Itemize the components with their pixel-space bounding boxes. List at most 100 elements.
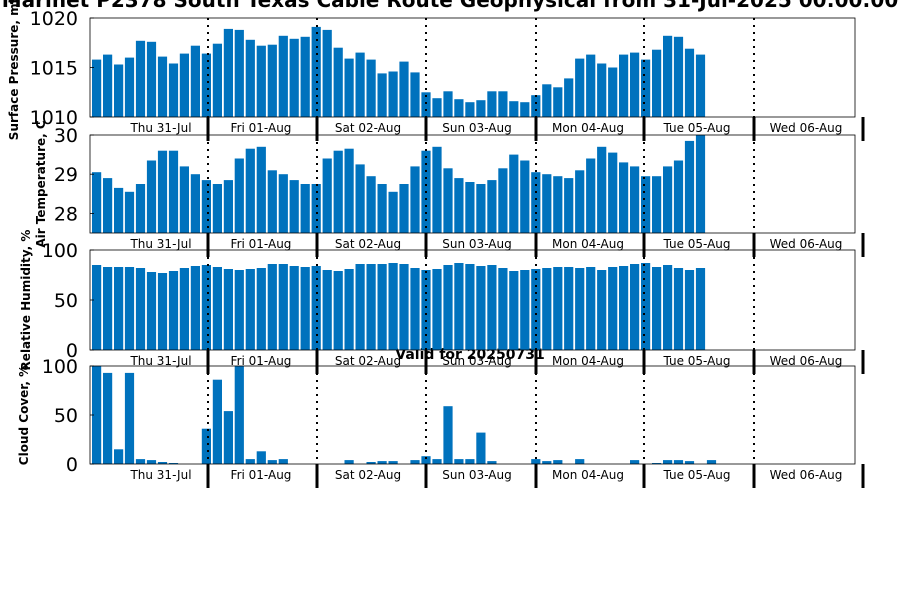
y-axis-label: Cloud Cover, % <box>17 365 31 465</box>
y-tick-label: 50 <box>54 290 78 312</box>
bar <box>212 379 222 464</box>
bar <box>695 54 706 117</box>
bar <box>157 56 168 117</box>
bar <box>223 180 233 233</box>
bar <box>575 268 585 350</box>
bar <box>366 59 376 117</box>
bar <box>410 72 420 117</box>
panel-2: Thu 31-Jul Fri 01-Aug Sat 02-Aug Sun 03-Aug… <box>34 120 865 257</box>
bar <box>114 449 124 464</box>
bar <box>663 166 673 233</box>
bar <box>333 271 343 350</box>
bar <box>487 461 497 464</box>
bar <box>311 184 321 233</box>
bar <box>652 463 662 464</box>
bar <box>597 63 607 117</box>
bar <box>684 461 695 464</box>
y-tick-label: 29 <box>54 164 78 186</box>
bar <box>388 191 398 233</box>
bar <box>641 176 651 233</box>
bar <box>575 459 585 464</box>
bar <box>355 264 365 350</box>
day-label: Sat 02-Aug <box>335 468 401 482</box>
bar <box>201 265 211 350</box>
bar <box>432 459 442 464</box>
y-tick-label: 1015 <box>30 58 78 80</box>
bar <box>498 168 508 233</box>
bar <box>695 135 706 233</box>
bar <box>355 52 365 117</box>
bar <box>300 184 310 233</box>
day-label: Sun 03-Aug <box>442 121 511 135</box>
y-tick-label: 1010 <box>30 107 78 129</box>
day-label: Sun 03-Aug <box>442 354 511 368</box>
bar <box>597 270 607 350</box>
bar <box>146 460 157 464</box>
bar <box>311 26 321 117</box>
bar <box>366 462 376 464</box>
bar <box>92 265 102 350</box>
bar <box>564 78 574 117</box>
day-label: Thu 31-Jul <box>129 121 191 135</box>
bar <box>531 459 541 464</box>
bar <box>157 150 168 233</box>
bar <box>278 459 288 464</box>
bar <box>619 54 629 117</box>
bar <box>520 270 530 350</box>
bar <box>673 160 684 233</box>
bar <box>322 29 332 117</box>
bar <box>366 176 376 233</box>
bar <box>114 267 124 350</box>
day-label: Wed 06-Aug <box>770 237 843 251</box>
bar <box>399 61 409 117</box>
bar <box>575 170 585 233</box>
bar <box>212 184 222 233</box>
day-label: Sun 03-Aug <box>442 468 511 482</box>
bar <box>663 460 673 464</box>
bar <box>663 265 673 350</box>
bar <box>124 267 135 350</box>
bar <box>553 87 563 117</box>
bar <box>465 102 475 117</box>
panel-1: Thu 31-Jul Fri 01-Aug Sat 02-Aug Sun 03-Aug… <box>7 0 865 141</box>
bar <box>641 59 651 117</box>
bar <box>410 166 420 233</box>
day-label: Mon 04-Aug <box>552 354 624 368</box>
bar <box>684 140 695 233</box>
bar <box>377 184 387 233</box>
bar <box>553 460 563 464</box>
day-label: Sun 03-Aug <box>442 237 511 251</box>
bar <box>168 463 179 464</box>
bar <box>333 150 343 233</box>
y-axis-label: Air Temperature, C <box>34 120 48 248</box>
bar <box>267 170 277 233</box>
bar <box>92 366 102 464</box>
bar <box>256 45 266 118</box>
bar <box>322 270 332 350</box>
bar <box>399 264 409 350</box>
bar <box>245 39 255 117</box>
bar <box>267 460 277 464</box>
day-label: Sat 02-Aug <box>335 354 401 368</box>
bar <box>652 49 662 118</box>
bar <box>630 460 640 464</box>
bar <box>465 264 475 350</box>
day-label: Mon 04-Aug <box>552 468 624 482</box>
bar <box>454 263 464 350</box>
bar <box>135 184 146 233</box>
bar <box>542 461 552 464</box>
day-label: Thu 31-Jul <box>129 354 191 368</box>
bar <box>168 150 179 233</box>
bar <box>92 172 102 233</box>
bar <box>498 268 508 350</box>
bar <box>432 269 442 350</box>
panels: Thu 31-Jul Fri 01-Aug Sat 02-Aug Sun 03-Aug… <box>7 0 865 488</box>
bar <box>355 164 365 233</box>
bar <box>684 270 695 350</box>
bar <box>344 58 354 117</box>
bar <box>300 36 310 117</box>
bar <box>234 158 244 233</box>
bar <box>608 152 618 233</box>
bar <box>135 459 146 464</box>
